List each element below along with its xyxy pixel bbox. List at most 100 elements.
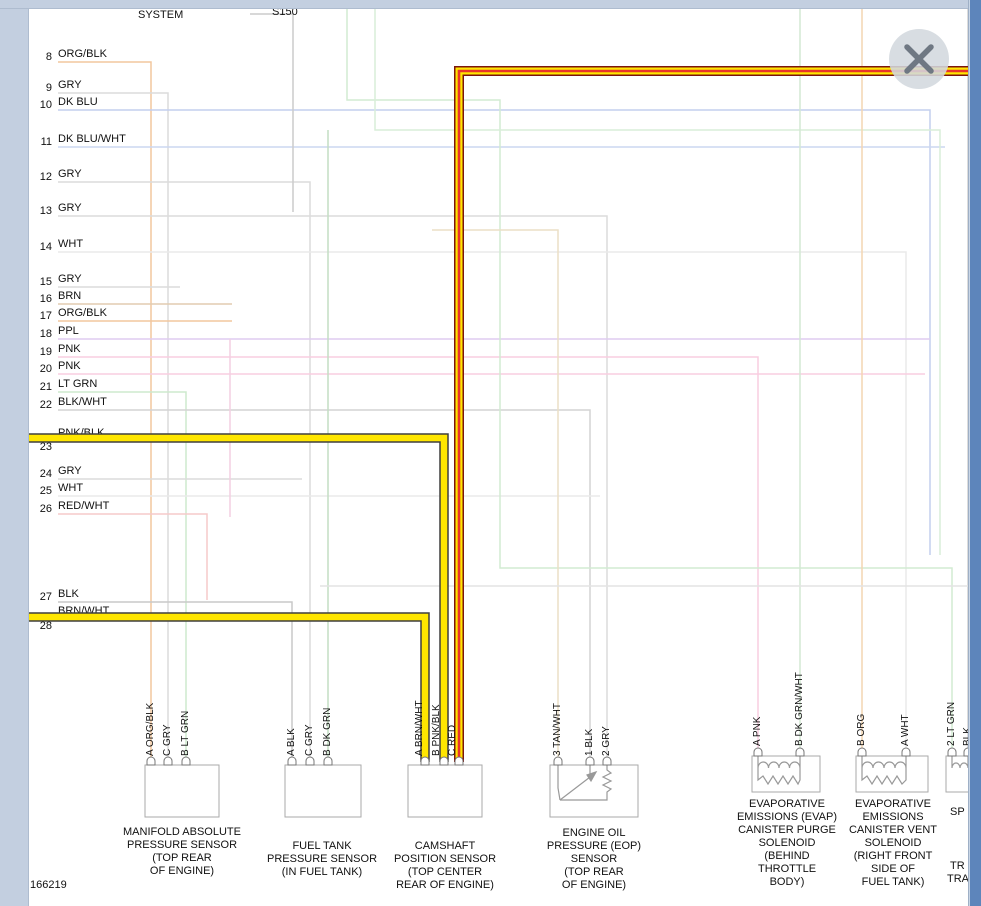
wire-color-label: GRY: [58, 168, 82, 180]
name-line: OF ENGINE): [561, 879, 627, 891]
pin-label: C RED: [447, 724, 458, 756]
close-icon: [889, 29, 949, 89]
name-line: FUEL TANK: [292, 840, 352, 852]
pin-terminals: [146, 747, 973, 766]
wire-row12-gry: [58, 181, 311, 758]
highlighted-wires[interactable]: [28, 66, 981, 762]
name-line: SIDE OF: [870, 863, 915, 875]
wire-ltgrn-long: [346, 8, 953, 750]
highlight-wire-red-halo[interactable]: [455, 67, 981, 762]
name-line: PRESSURE SENSOR: [126, 839, 238, 851]
pin-terminal: [181, 756, 191, 766]
row-number: 9: [45, 82, 52, 94]
name-line: (TOP REAR: [564, 866, 624, 878]
pin-label: B DK GRN: [322, 707, 333, 756]
highlight-wire-brnwht[interactable]: [28, 613, 429, 762]
map-sensor-box[interactable]: [144, 764, 220, 818]
pin-terminal: [857, 747, 867, 757]
row-number: 20: [39, 363, 52, 375]
name-line: EVAPORATIVE: [854, 798, 931, 810]
close-button[interactable]: [888, 28, 950, 90]
name-line: EMISSIONS: [862, 811, 924, 823]
name-line: EMISSIONS (EVAP): [736, 811, 838, 823]
name-line: CANISTER VENT: [848, 824, 937, 836]
pin-terminal: [146, 756, 156, 766]
name-line: REAR OF ENGINE): [396, 879, 494, 891]
pin-label: A PNK: [752, 716, 763, 746]
name-line: POSITION SENSOR: [393, 853, 497, 865]
engine-oil-pressure-sensor-name: ENGINE OIL PRESSURE (EOP) SENSOR (TOP RE…: [532, 827, 656, 892]
row-number: 22: [39, 399, 52, 411]
row-number: 21: [39, 381, 52, 393]
evap-vent-solenoid-box[interactable]: [855, 755, 929, 793]
name-line: SOLENOID: [758, 837, 816, 849]
wire-color-label: LT GRN: [58, 378, 98, 390]
pin-terminal: [454, 756, 464, 766]
wire-row10-dkblu: [58, 109, 931, 555]
highlight-wire-pnkblk[interactable]: [28, 434, 448, 762]
pin-terminal: [305, 756, 315, 766]
name-line: (TOP REAR: [152, 852, 212, 864]
wire-color-label: PNK: [58, 360, 81, 372]
eop-wiper-arrow: [559, 773, 595, 801]
evap-vent-solenoid-name: EVAPORATIVE EMISSIONS CANISTER VENT SOLE…: [831, 798, 955, 889]
row-number: 17: [39, 310, 52, 322]
wire-color-label: DK BLU: [58, 96, 98, 108]
diagram-number: 166219: [30, 879, 67, 891]
fuel-tank-pressure-sensor-box[interactable]: [284, 764, 362, 818]
row-number: 23: [39, 441, 52, 453]
pin-label: A WHT: [900, 714, 911, 746]
row-number: 8: [45, 51, 52, 63]
wire-color-label: GRY: [58, 202, 82, 214]
name-line: MANIFOLD ABSOLUTE: [123, 826, 241, 838]
scrollbar-track[interactable]: [968, 0, 981, 906]
wire-row26-redwht: [58, 513, 208, 600]
row-number: 24: [39, 468, 52, 480]
pin-label: C GRY: [304, 724, 315, 757]
row-number: 12: [39, 171, 52, 183]
pin-label: 1 BLK: [584, 728, 595, 756]
name-line: EVAPORATIVE: [748, 798, 825, 810]
row-number: 27: [39, 591, 52, 603]
pin-label: A BLK: [286, 728, 297, 756]
camshaft-position-sensor-name: CAMSHAFT POSITION SENSOR (TOP CENTER REA…: [383, 840, 507, 892]
name-line: THROTTLE: [757, 863, 817, 875]
name-line: PRESSURE SENSOR: [266, 853, 378, 865]
name-line: (TOP CENTER: [407, 866, 483, 878]
row-number: 14: [39, 241, 52, 253]
pin-label: B PNK/BLK: [431, 704, 442, 756]
wire-color-label: GRY: [58, 273, 82, 285]
name-line: PRESSURE (EOP): [546, 840, 642, 852]
wire-row14-wht: [58, 251, 907, 750]
pin-terminal: [287, 756, 297, 766]
wire-ltgrn-upper: [374, 8, 941, 555]
wire-color-label: RED/WHT: [58, 500, 110, 512]
pin-label: B LT GRN: [180, 710, 191, 756]
scrollbar-thumb[interactable]: [970, 0, 981, 906]
camshaft-position-sensor-box[interactable]: [407, 764, 483, 818]
name-line: ENGINE OIL: [562, 827, 626, 839]
name-line: (BEHIND: [764, 850, 810, 862]
name-line: OF ENGINE): [149, 865, 215, 877]
wire-color-label: ORG/BLK: [58, 307, 107, 319]
wire-color-label: WHT: [58, 238, 84, 250]
row-number: 13: [39, 205, 52, 217]
highlight-wire-red-outline[interactable]: [454, 66, 981, 762]
name-line: FUEL TANK): [861, 876, 925, 888]
wire-color-label: BLK/WHT: [58, 396, 107, 408]
highlight-wire-brnwht-outline[interactable]: [28, 612, 430, 762]
wire-tanwht-eop: [432, 229, 559, 758]
evap-purge-solenoid-box[interactable]: [751, 755, 821, 793]
highlight-wire-red-core[interactable]: [457, 69, 981, 762]
highlight-wire-pnkblk-outline[interactable]: [28, 433, 449, 762]
wire-row8-orgblk: [58, 61, 152, 758]
pin-label: 3 TAN/WHT: [552, 703, 563, 756]
row-number: 19: [39, 346, 52, 358]
wire-row19-pnk: [58, 356, 759, 750]
eop-pin3-stub: [557, 765, 561, 801]
wire-row9-gry: [58, 92, 169, 758]
top-frame: [0, 0, 981, 9]
name-line: SENSOR: [570, 853, 618, 865]
